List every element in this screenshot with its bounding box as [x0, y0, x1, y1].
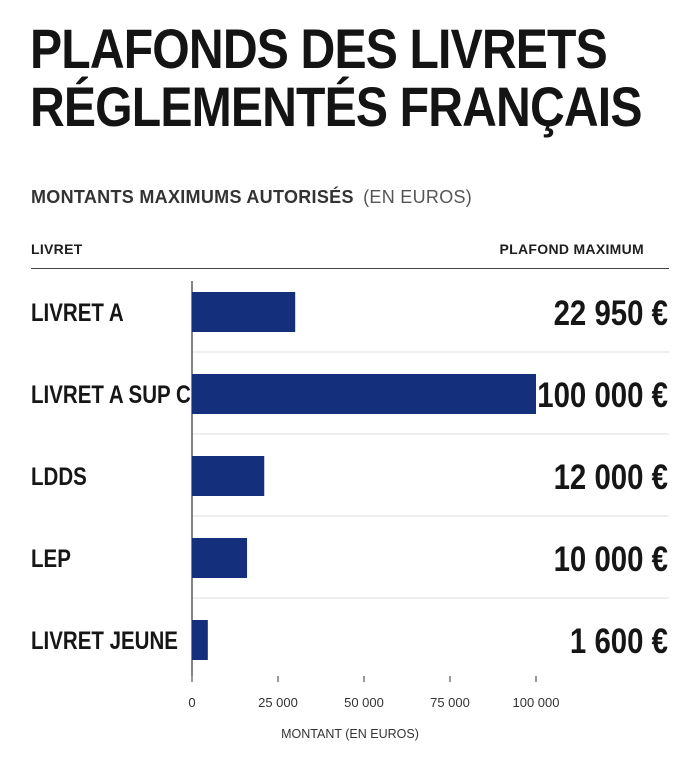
- bar: [192, 620, 208, 660]
- value-label: 10 000 €: [554, 540, 668, 579]
- title-line-1: PLAFONDS DES LIVRETS: [30, 17, 608, 80]
- header-divider: [31, 268, 669, 269]
- x-tick-label: 50 000: [344, 695, 384, 710]
- x-tick-label: 0: [188, 695, 195, 710]
- subtitle-text: MONTANTS MAXIMUMS AUTORISÉS: [31, 187, 354, 207]
- x-axis-label: MONTANT (EN EUROS): [281, 727, 419, 741]
- category-label: LIVRET JEUNE: [31, 626, 178, 654]
- x-tick-label: 75 000: [430, 695, 470, 710]
- bar: [192, 374, 536, 414]
- chart-subtitle: MONTANTS MAXIMUMS AUTORISÉS (EN EUROS): [31, 187, 472, 208]
- value-label: 22 950 €: [554, 294, 668, 333]
- title-line-2: RÉGLEMENTÉS FRANÇAIS: [30, 75, 642, 138]
- category-label: LIVRET A: [31, 298, 124, 326]
- x-tick-label: 25 000: [258, 695, 298, 710]
- chart-title: PLAFONDS DES LIVRETS RÉGLEMENTÉS FRANÇAI…: [30, 17, 642, 138]
- category-label: LIVRET A SUP CIC: [31, 380, 211, 408]
- value-label: 1 600 €: [570, 622, 668, 661]
- subtitle-unit: (EN EUROS): [363, 187, 473, 207]
- bar: [192, 456, 265, 496]
- column-header-livret: LIVRET: [31, 241, 83, 257]
- x-tick-label: 100 000: [513, 695, 560, 710]
- bar: [192, 292, 296, 332]
- category-label: LDDS: [31, 462, 87, 490]
- bar: [192, 538, 248, 578]
- value-label: 12 000 €: [554, 458, 668, 497]
- value-label: 100 000 €: [537, 376, 668, 415]
- category-label: LEP: [31, 544, 71, 572]
- column-header-plafond: PLAFOND MAXIMUM: [499, 241, 644, 257]
